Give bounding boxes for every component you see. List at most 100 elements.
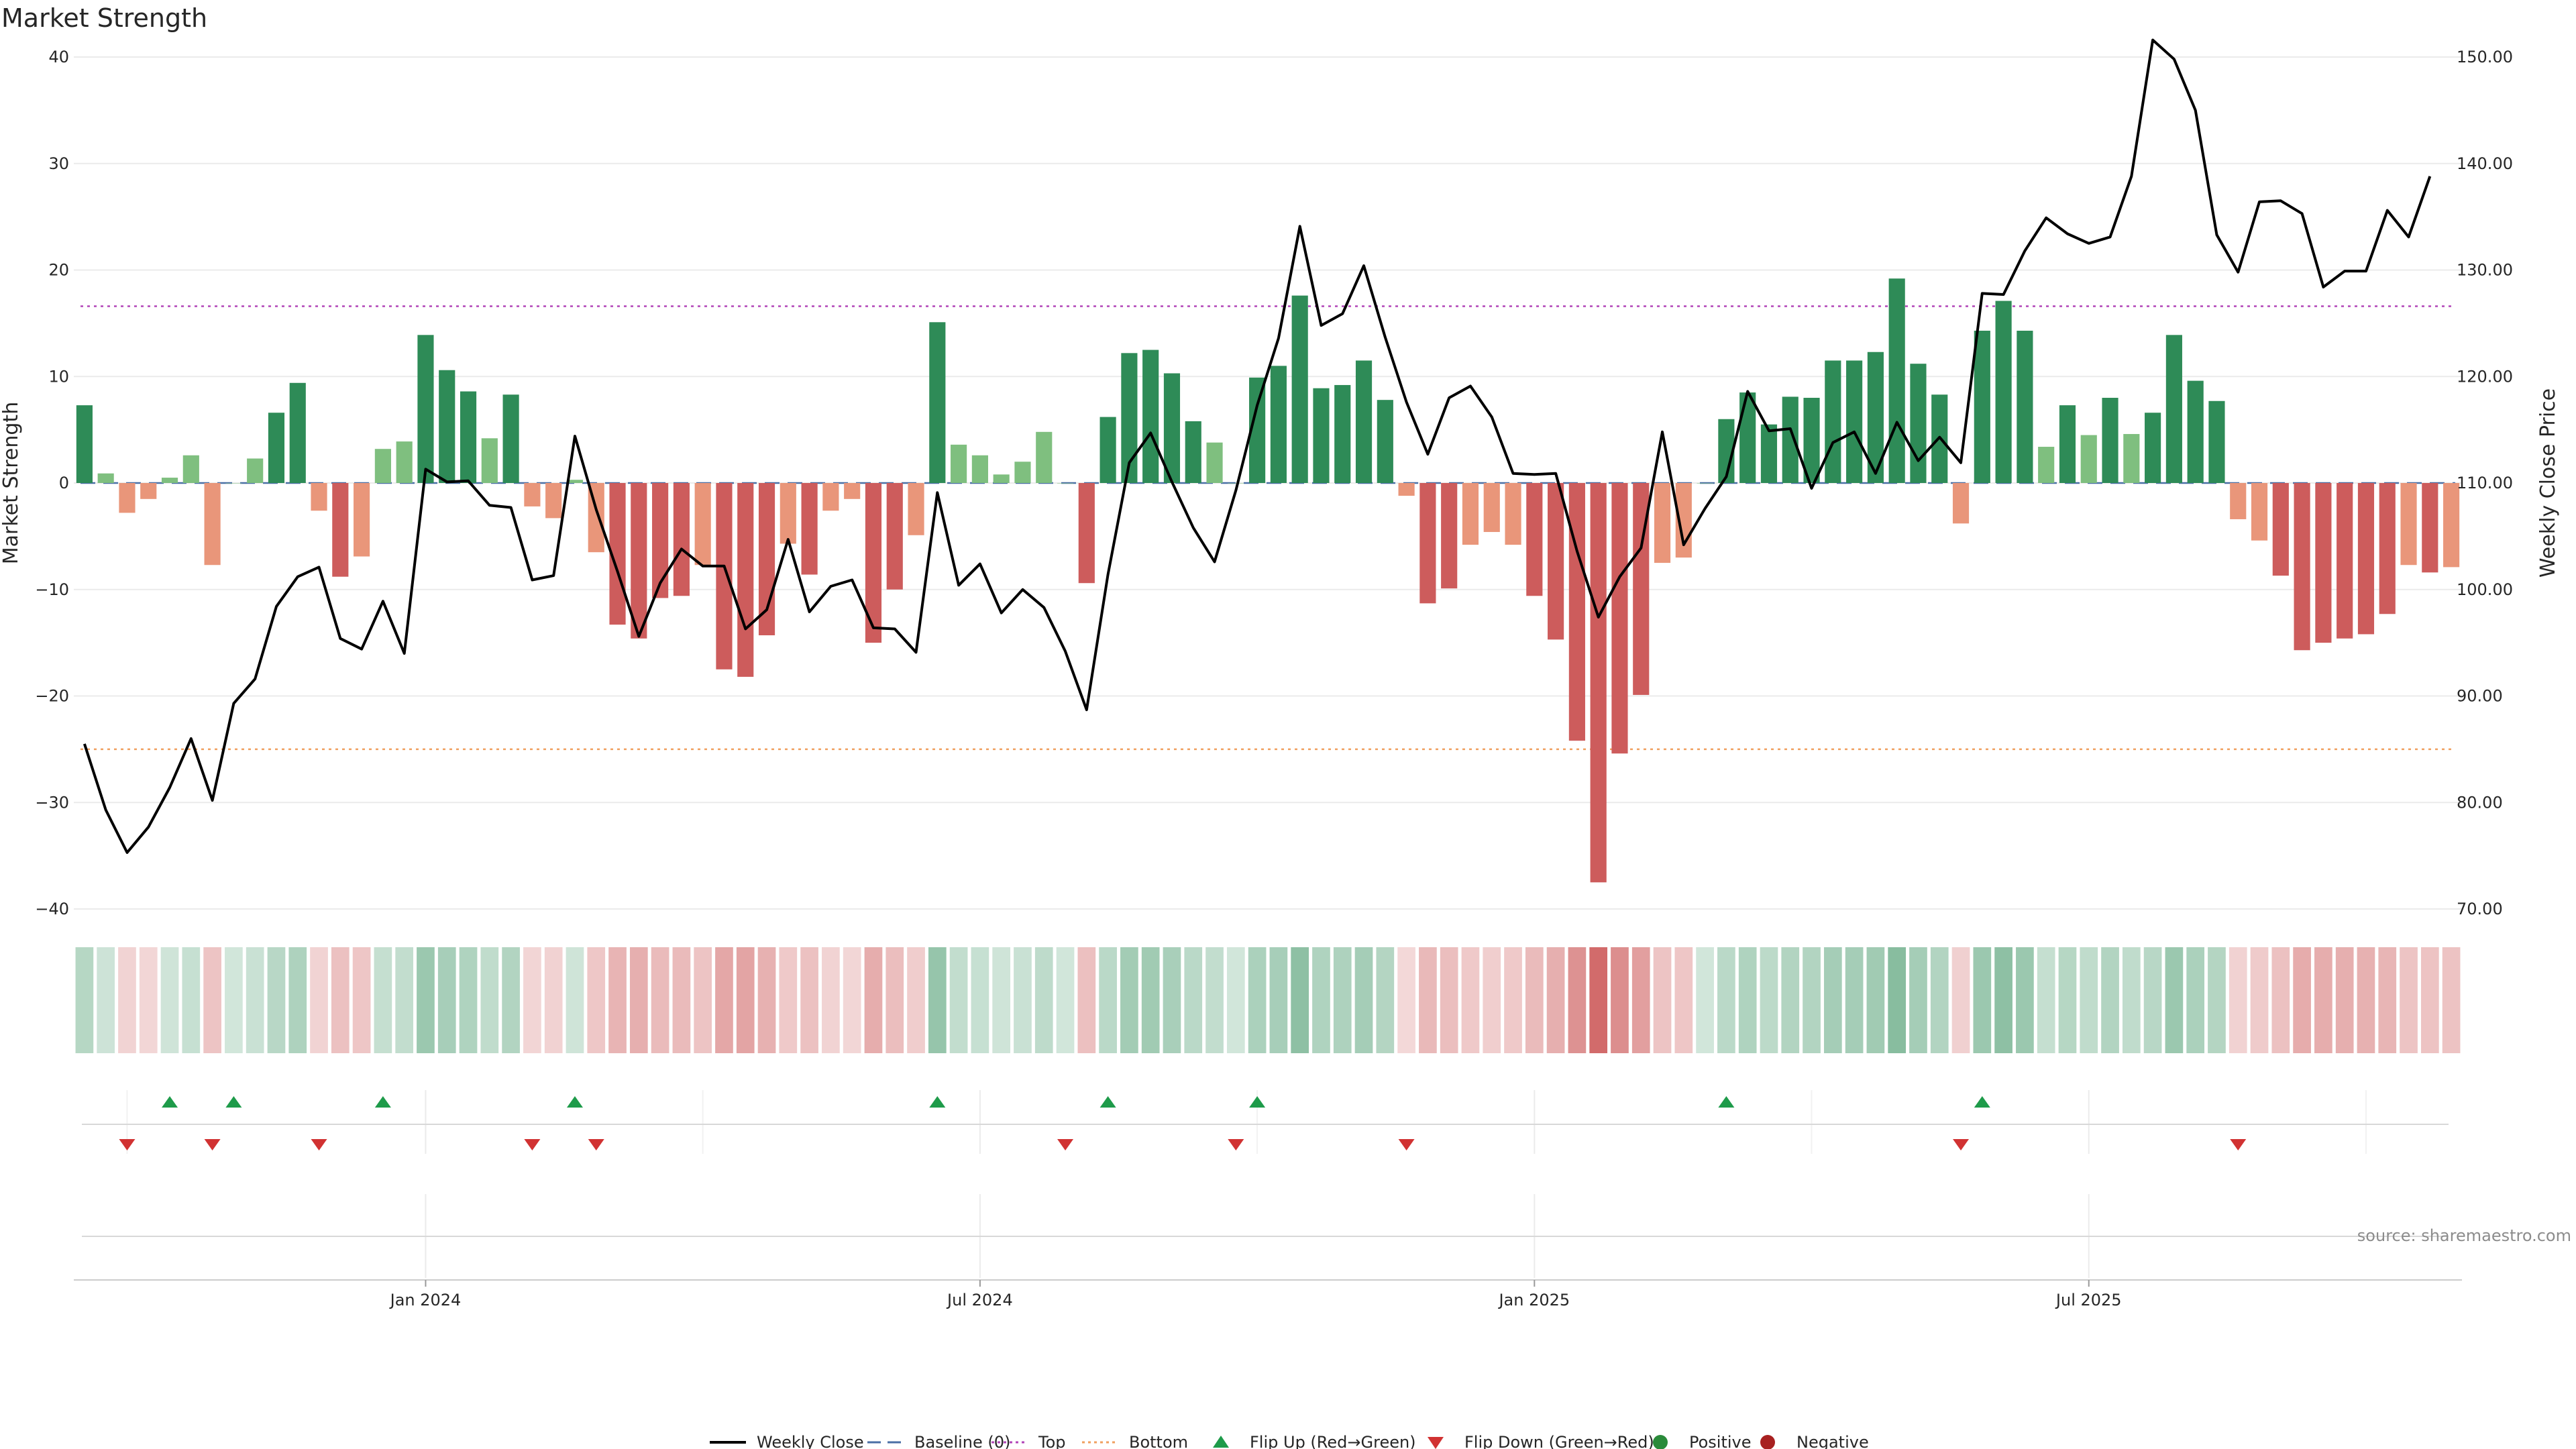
heat-cell [1631, 947, 1650, 1053]
flip-up-marker [374, 1096, 391, 1108]
strength-bar [2230, 483, 2247, 519]
legend-label: Bottom [1129, 1433, 1188, 1449]
heat-cell [694, 947, 712, 1053]
heat-cell [1461, 947, 1480, 1053]
flip-down-marker [1953, 1139, 1970, 1150]
strength-bar [2102, 398, 2118, 483]
weekly-close-line [83, 38, 2432, 854]
strength-bar [396, 441, 413, 483]
legend-label: Positive [1689, 1433, 1752, 1449]
heat-cell [907, 947, 925, 1053]
x-tick-label: Jul 2024 [946, 1291, 1013, 1309]
strength-bar [1142, 350, 1159, 483]
lower-empty-panel [82, 1194, 2449, 1278]
strength-bar [1995, 301, 2012, 483]
strength-bar [2208, 400, 2225, 483]
strength-bar [2165, 335, 2182, 483]
heat-cell [1248, 947, 1267, 1053]
legend-label: Flip Down (Green→Red) [1464, 1433, 1654, 1449]
heat-cell [1611, 947, 1629, 1053]
strength-bar [439, 370, 455, 483]
strength-bar [1505, 483, 1521, 545]
strength-bar [1099, 417, 1116, 483]
flip-down-marker [1398, 1139, 1415, 1150]
strength-bar [1377, 400, 1393, 483]
heat-cell [1803, 947, 1821, 1053]
heat-cell [2058, 947, 2077, 1053]
left-tick-label: 40 [48, 48, 69, 66]
heat-cell [822, 947, 840, 1053]
right-tick-label: 130.00 [2457, 261, 2513, 280]
heat-cell [1973, 947, 1992, 1053]
right-tick-label: 150.00 [2457, 48, 2513, 66]
heat-cell [1589, 947, 1608, 1053]
strength-bar [1910, 364, 1927, 483]
flip-up-marker [1249, 1096, 1266, 1108]
heat-cell [2229, 947, 2247, 1053]
heat-cell [949, 947, 968, 1053]
heat-cell [2314, 947, 2332, 1053]
legend-item-bottom: Bottom [1082, 1433, 1188, 1449]
strength-bar [737, 483, 754, 677]
strength-bar [311, 483, 327, 511]
price-line-layer [83, 38, 2432, 854]
strength-bar [801, 483, 818, 575]
heat-cell [2165, 947, 2184, 1053]
heat-cell [566, 947, 584, 1053]
strength-bar [758, 483, 775, 636]
heat-cell [1845, 947, 1864, 1053]
left-y-axis: 40 30 20 10 0 −10 −20 −30 −40 [35, 48, 69, 918]
heat-cell [1056, 947, 1075, 1053]
heat-cell [1696, 947, 1714, 1053]
heat-cell [395, 947, 414, 1053]
heat-cell [1184, 947, 1203, 1053]
heat-cell [2378, 947, 2397, 1053]
right-tick-label: 140.00 [2457, 154, 2513, 173]
strength-bar [1078, 483, 1095, 584]
heat-cell [2420, 947, 2439, 1053]
strength-bar [1611, 483, 1628, 754]
heat-cell [587, 947, 606, 1053]
heat-cell [1120, 947, 1138, 1053]
strength-bar [2251, 483, 2268, 541]
heat-cell [160, 947, 179, 1053]
flip-down-marker [119, 1139, 136, 1150]
strength-bar [2059, 405, 2076, 483]
heat-cell [1866, 947, 1885, 1053]
heat-cell [2037, 947, 2055, 1053]
flip-down-marker [1228, 1139, 1244, 1150]
strength-bar [716, 483, 733, 669]
heat-cell [843, 947, 861, 1053]
heat-cell [1888, 947, 1907, 1053]
strength-bar [161, 478, 178, 483]
strength-bar [844, 483, 861, 499]
strength-bar [971, 455, 988, 483]
strength-bar [886, 483, 903, 590]
right-tick-label: 80.00 [2457, 793, 2503, 812]
left-tick-label: 0 [59, 474, 69, 492]
heat-cell [459, 947, 478, 1053]
left-tick-label: −10 [35, 580, 69, 599]
strength-bar [2443, 483, 2460, 568]
heat-cell [608, 947, 627, 1053]
strength-bar [481, 438, 498, 483]
legend-item-flip-up: Flip Up (Red→Green) [1213, 1433, 1416, 1449]
strength-bar [1760, 424, 1778, 483]
heat-cell [1419, 947, 1437, 1053]
heat-cell [672, 947, 691, 1053]
legend-label: Top [1038, 1433, 1066, 1449]
strength-bar [76, 405, 93, 483]
heat-cell [1504, 947, 1522, 1053]
strength-bar [1014, 462, 1031, 483]
strength-bar [652, 483, 669, 598]
chart-title: Market Strength [1, 3, 207, 33]
left-tick-label: −30 [35, 793, 69, 812]
strength-bar [1697, 483, 1713, 484]
heat-cell [1376, 947, 1395, 1053]
strength-bar [1355, 360, 1373, 483]
flip-down-marker [588, 1139, 604, 1150]
strength-bar [460, 391, 477, 483]
strength-bar [1590, 483, 1607, 883]
heat-cell [1333, 947, 1352, 1053]
